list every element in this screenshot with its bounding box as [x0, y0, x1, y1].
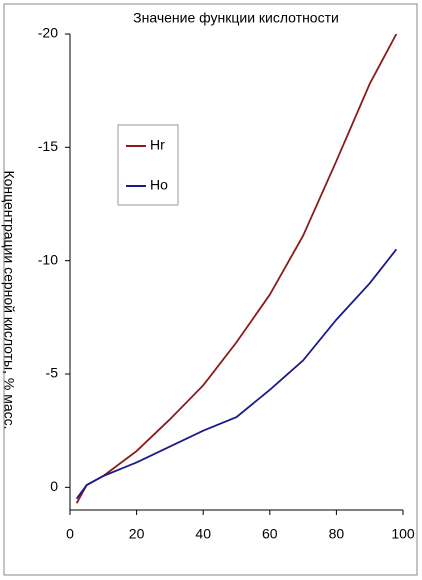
y-tick-label: -20 [38, 25, 58, 41]
legend [117, 124, 179, 206]
x-tick-label: 40 [195, 526, 211, 542]
line-series [75, 248, 398, 500]
frame [3, 3, 418, 576]
y-tick-label: 0 [50, 478, 58, 494]
x-tick-label: 100 [391, 526, 415, 542]
y-axis-label: Концентрации серной кислоты, % масс. [1, 170, 17, 429]
legend-label: Hr [150, 137, 165, 153]
x-tick-label: 60 [262, 526, 278, 542]
y-tick-label: -15 [38, 138, 58, 154]
y-tick-label: -10 [38, 251, 58, 267]
chart-title: Значение функции кислотности [133, 10, 339, 26]
x-tick-label: 80 [329, 526, 345, 542]
x-tick-label: 0 [66, 526, 74, 542]
x-tick-label: 20 [129, 526, 145, 542]
y-tick-label: -5 [46, 365, 59, 381]
legend-label: Ho [150, 177, 168, 193]
